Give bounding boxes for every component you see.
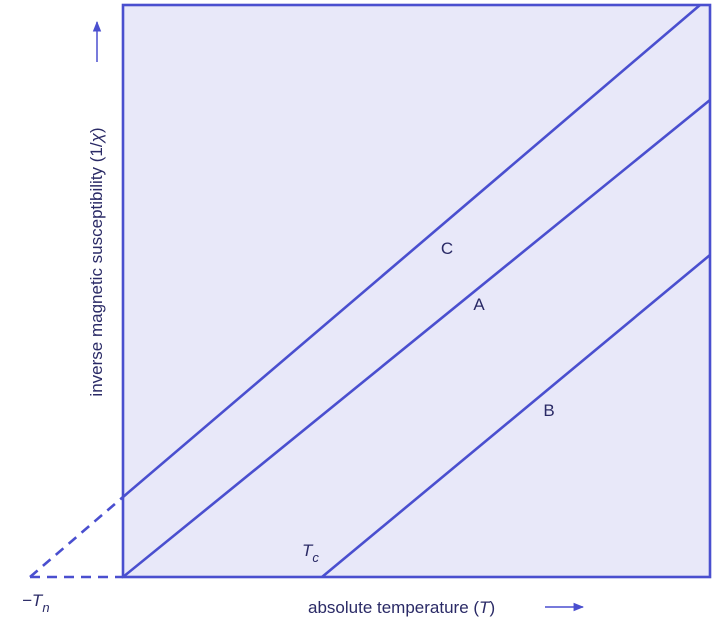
curve-label: C [441, 239, 453, 258]
curve-b [321, 253, 711, 579]
text: ) [489, 598, 495, 617]
curie-temperature: Tc [302, 541, 319, 565]
curve-a [122, 98, 711, 579]
text: ) [87, 127, 106, 133]
symbol: χ [87, 132, 106, 144]
symbol: T [479, 598, 491, 617]
symbol: T [302, 541, 314, 560]
curve-label: B [543, 401, 554, 420]
curve-c [122, 4, 701, 498]
symbol: −T [22, 591, 44, 610]
curve-label: A [473, 295, 485, 314]
extrapolation [29, 496, 124, 578]
x-axis-label: absolute temperature (T) [308, 598, 495, 617]
subscript: n [42, 600, 49, 615]
plot-box [121, 3, 712, 579]
text: inverse magnetic susceptibility (1/ [87, 142, 106, 396]
y-axis-label: inverse magnetic susceptibility (1/χ) [87, 127, 106, 396]
neel-temperature: −Tn [22, 591, 50, 615]
text: absolute temperature ( [308, 598, 479, 617]
subscript: c [312, 550, 319, 565]
